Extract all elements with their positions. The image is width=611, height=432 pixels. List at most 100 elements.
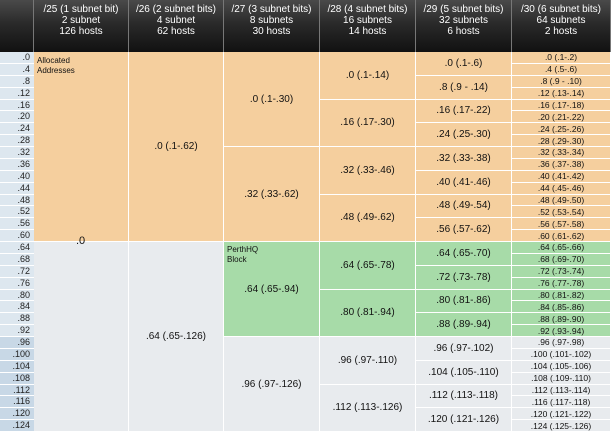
col26-cell: .0 (.1-.62) — [129, 52, 224, 242]
col30-cell: .124 (.125-.126) — [512, 420, 611, 432]
col29-cell: .24 (.25-.30) — [416, 123, 512, 147]
header-title: /29 (5 subnet bits) — [423, 4, 504, 15]
col30-cell: .112 (.113-.114) — [512, 384, 611, 397]
col27-cell: .32 (.33-.62) — [224, 147, 320, 242]
col28-cell: .48 (.49-.62) — [320, 194, 416, 242]
header-subnets: 64 subnets — [536, 15, 586, 26]
col28-cell: .112 (.113-.126) — [320, 384, 416, 432]
col30-cell: .40 (.41-.42) — [512, 170, 611, 183]
col29-cell: .32 (.33-.38) — [416, 147, 512, 171]
row-label: .48 — [0, 194, 34, 207]
row-label: .28 — [0, 135, 34, 147]
col25-unused-area — [34, 242, 129, 432]
col27-cell: .0 (.1-.30) — [224, 52, 320, 147]
col28-cell: .16 (.17-.30) — [320, 99, 416, 147]
col30-cell: .92 (.93-.94) — [512, 325, 611, 337]
row-label: .68 — [0, 253, 34, 266]
row-label: .100 — [0, 348, 34, 361]
col30-cell: .32 (.33-.34) — [512, 147, 611, 159]
header-hosts: 30 hosts — [252, 26, 291, 37]
header-hosts: 62 hosts — [157, 26, 195, 37]
col30-cell: .84 (.85-.86) — [512, 301, 611, 314]
row-label: .96 — [0, 337, 34, 349]
col26-cell: .64 (.65-.126) — [129, 242, 224, 432]
col30-cell: .80 (.81-.82) — [512, 289, 611, 302]
col30-cell: .36 (.37-.38) — [512, 158, 611, 171]
col29-cell: .56 (.57-.62) — [416, 218, 512, 242]
header-hosts: 126 hosts — [59, 26, 103, 37]
header-subnets: 4 subnet — [156, 15, 196, 26]
col30-cell: .28 (.29-.30) — [512, 135, 611, 147]
col30-cell: .12 (.13-.14) — [512, 87, 611, 100]
col30-cell: .8 (.9 - .10) — [512, 75, 611, 88]
row-label: .112 — [0, 384, 34, 397]
row-label: .12 — [0, 87, 34, 100]
row-label: .84 — [0, 301, 34, 314]
perthhq-block-label: PerthHQ Block — [227, 245, 259, 264]
col29-cell: .0 (.1-.6) — [416, 52, 512, 76]
row-label: .76 — [0, 277, 34, 290]
col30-cell: .120 (.121-.122) — [512, 408, 611, 421]
col30-cell: .72 (.73-.74) — [512, 265, 611, 278]
col29-cell: .96 (.97-.102) — [416, 337, 512, 361]
col30-cell: .108 (.109-.110) — [512, 372, 611, 385]
col30-cell: .76 (.77-.78) — [512, 277, 611, 290]
col30-cell: .16 (.17-.18) — [512, 99, 611, 112]
row-label: .24 — [0, 123, 34, 136]
column-header: /29 (5 subnet bits) 32 subnets 6 hosts — [416, 0, 512, 52]
col30-cell: .24 (.25-.26) — [512, 123, 611, 136]
header-subnets: 16 subnets — [343, 15, 392, 26]
header-title: /30 (6 subnet bits) — [520, 4, 602, 15]
col30-cell: .56 (.57-.58) — [512, 218, 611, 231]
col30-cell: .88 (.89-.90) — [512, 313, 611, 326]
col30-cell: .104 (.105-.106) — [512, 360, 611, 373]
row-label: .104 — [0, 360, 34, 373]
row-label: .40 — [0, 170, 34, 183]
row-label: .44 — [0, 182, 34, 195]
header-subnets: 8 subnets — [249, 15, 294, 26]
row-label: .72 — [0, 265, 34, 278]
row-label: .0 — [0, 52, 34, 64]
header-title: /26 (2 subnet bits) — [135, 4, 217, 15]
row-label: .32 — [0, 147, 34, 159]
header-title: /25 (1 subnet bit) — [43, 4, 119, 15]
col29-cell: .16 (.17-.22) — [416, 99, 512, 124]
row-label: .88 — [0, 313, 34, 326]
col30-cell: .4 (.5-.6) — [512, 63, 611, 76]
row-label: .8 — [0, 75, 34, 88]
row-label: .64 — [0, 242, 34, 254]
col29-cell: .112 (.113-.118) — [416, 384, 512, 409]
row-label: .4 — [0, 63, 34, 76]
header-corner — [0, 0, 34, 52]
header-hosts: 2 hosts — [544, 26, 578, 37]
col25-allocated-area — [34, 52, 129, 242]
col27-cell: .64 (.65-.94) — [224, 242, 320, 337]
col30-cell: .20 (.21-.22) — [512, 111, 611, 124]
col28-cell: .32 (.33-.46) — [320, 147, 416, 195]
col30-cell: .68 (.69-.70) — [512, 253, 611, 266]
col25-cell: .0 — [76, 235, 86, 247]
allocated-addresses-label: Allocated Addresses — [37, 56, 75, 75]
col30-cell: .44 (.45-.46) — [512, 182, 611, 195]
col30-cell: .60 (.61-.62) — [512, 230, 611, 242]
col28-cell: .0 (.1-.14) — [320, 52, 416, 100]
row-label: .80 — [0, 289, 34, 302]
col30-cell: .96 (.97-.98) — [512, 337, 611, 349]
row-label: .92 — [0, 325, 34, 337]
row-label: .60 — [0, 230, 34, 242]
col28-cell: .96 (.97-.110) — [320, 337, 416, 385]
col27-cell: .96 (.97-.126) — [224, 337, 320, 432]
header-title: /28 (4 subnet bits) — [327, 4, 408, 15]
row-label: .52 — [0, 206, 34, 219]
col29-cell: .8 (.9 - .14) — [416, 75, 512, 100]
col30-cell: .48 (.49-.50) — [512, 194, 611, 207]
row-label: .124 — [0, 420, 34, 432]
col29-cell: .88 (.89-.94) — [416, 313, 512, 337]
row-label: .120 — [0, 408, 34, 421]
header-hosts: 14 hosts — [348, 26, 387, 37]
column-header: /27 (3 subnet bits) 8 subnets 30 hosts — [224, 0, 320, 52]
header-title: /27 (3 subnet bits) — [231, 4, 312, 15]
col30-cell: .0 (.1-.2) — [512, 52, 611, 64]
col29-cell: .48 (.49-.54) — [416, 194, 512, 219]
